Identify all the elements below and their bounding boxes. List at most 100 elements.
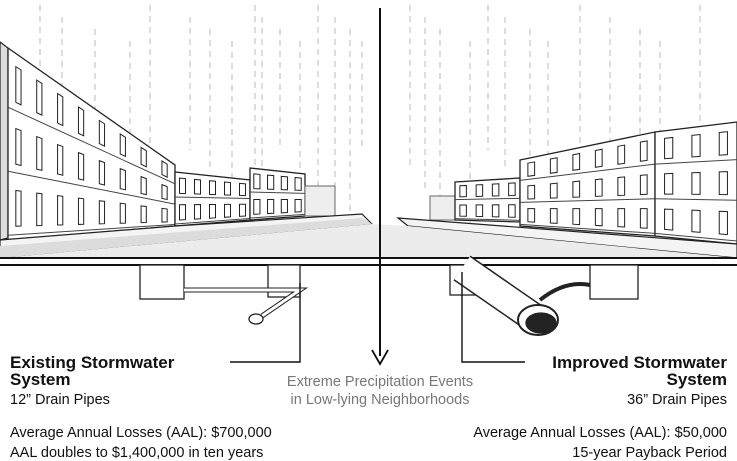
floor-line — [519, 198, 656, 203]
window — [664, 136, 674, 160]
existing-title: Existing Stormwater — [10, 353, 175, 372]
city — [0, 41, 737, 249]
window — [617, 208, 626, 228]
window — [475, 184, 484, 197]
floor-line — [454, 218, 521, 221]
window — [161, 159, 168, 178]
window — [161, 207, 168, 223]
improved-title: Improved Stormwater — [552, 353, 727, 372]
improved-payback: 15-year Payback Period — [572, 445, 727, 461]
window — [527, 184, 536, 200]
road — [0, 224, 737, 258]
window — [179, 177, 186, 195]
existing-projection: AAL doubles to $1,400,000 in ten years — [10, 445, 263, 461]
window — [209, 203, 216, 219]
window — [15, 65, 22, 106]
window — [527, 161, 536, 177]
window — [253, 173, 261, 190]
window — [179, 204, 186, 221]
window — [253, 199, 261, 215]
window — [459, 184, 467, 198]
floor-line — [654, 198, 737, 201]
window — [527, 208, 536, 223]
window — [572, 208, 581, 226]
window — [57, 92, 64, 127]
window — [77, 151, 85, 181]
floor-line — [249, 191, 306, 194]
floor-line — [7, 106, 176, 185]
window — [77, 106, 85, 137]
window — [209, 180, 216, 196]
window — [36, 79, 43, 117]
window — [594, 178, 603, 197]
window — [594, 148, 603, 168]
building — [429, 195, 459, 221]
window — [57, 195, 64, 226]
window — [98, 119, 106, 147]
window — [617, 144, 626, 165]
existing-title: System — [10, 370, 70, 389]
window — [718, 131, 728, 156]
window — [639, 140, 648, 162]
improved-title: System — [667, 370, 727, 389]
window — [224, 203, 231, 218]
window — [572, 152, 581, 171]
building-side — [0, 41, 9, 241]
event-text: in Low-lying Neighborhoods — [291, 392, 470, 408]
window — [549, 182, 558, 199]
floor-line — [249, 213, 306, 219]
pipe-end — [248, 313, 264, 325]
floor-line — [519, 223, 656, 234]
floor-line — [7, 223, 176, 236]
window — [36, 135, 43, 171]
window — [491, 183, 500, 197]
window — [98, 159, 106, 186]
underground — [139, 255, 639, 336]
pipe-opening — [525, 312, 557, 334]
improved-losses: Average Annual Losses (AAL): $50,000 — [473, 425, 727, 441]
window — [617, 176, 626, 196]
window — [98, 200, 106, 225]
floor-line — [654, 159, 737, 165]
window — [664, 208, 674, 231]
window — [549, 157, 558, 174]
leader-line — [230, 283, 301, 363]
floor-line — [174, 218, 251, 225]
floor-line — [7, 170, 176, 205]
connector-pipe — [538, 282, 591, 302]
window — [508, 182, 516, 197]
leader-line — [461, 272, 525, 363]
window — [491, 204, 500, 218]
window — [140, 146, 147, 168]
window — [119, 202, 126, 224]
window — [691, 171, 701, 195]
window — [36, 192, 43, 227]
floor-line — [174, 196, 251, 199]
window — [119, 133, 126, 158]
existing-pipe: 12” Drain Pipes — [10, 392, 110, 408]
window — [119, 167, 126, 191]
window — [639, 208, 648, 229]
window — [718, 210, 728, 236]
window — [594, 208, 603, 227]
event-text: Extreme Precipitation Events — [287, 374, 473, 390]
window — [691, 133, 701, 158]
window — [572, 180, 581, 198]
window — [239, 182, 246, 197]
window — [57, 143, 64, 176]
window — [639, 174, 648, 196]
window — [15, 189, 22, 227]
window — [549, 208, 558, 224]
window — [267, 198, 275, 215]
existing-losses: Average Annual Losses (AAL): $700,000 — [10, 425, 272, 441]
window — [664, 172, 674, 195]
window — [224, 181, 231, 196]
window — [15, 127, 22, 167]
window — [194, 204, 201, 220]
catch-basin — [589, 264, 639, 300]
window — [161, 183, 168, 201]
building — [304, 185, 336, 217]
window — [194, 178, 201, 195]
window — [294, 177, 302, 191]
